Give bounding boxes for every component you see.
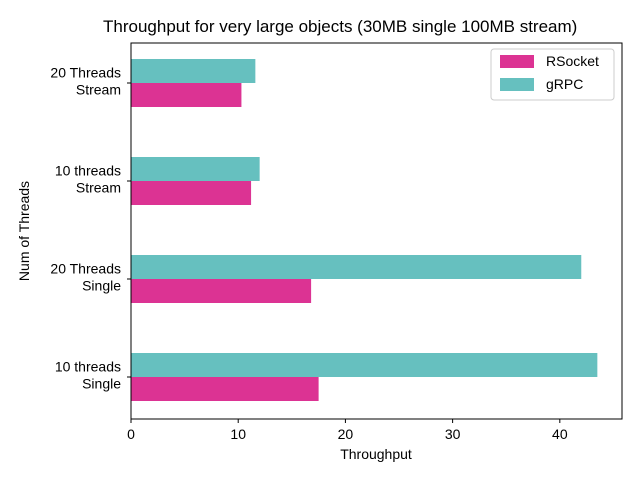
y-tick-label-0-1: Single [82, 376, 121, 392]
y-tick-label-2-1: Stream [76, 180, 121, 196]
legend-label-rsocket: RSocket [546, 53, 599, 69]
x-tick-label-4: 40 [552, 426, 568, 442]
y-tick-label-2-0: 10 threads [55, 163, 121, 179]
bar-grpc-2 [131, 157, 260, 181]
y-tick-label-1-0: 20 Threads [50, 261, 121, 277]
y-tick-label-1-1: Single [82, 278, 121, 294]
y-tick-label-3-1: Stream [76, 82, 121, 98]
chart-title: Throughput for very large objects (30MB … [103, 17, 577, 36]
bar-grpc-1 [131, 255, 582, 279]
bar-rsocket-1 [131, 279, 312, 303]
x-tick-label-3: 30 [445, 426, 461, 442]
legend-swatch-rsocket [500, 55, 534, 68]
y-tick-label-3-0: 20 Threads [50, 65, 121, 81]
plot-frame [130, 42, 623, 420]
x-axis-label: Throughput [340, 446, 412, 462]
x-axis: 0 10 20 30 40 [127, 419, 568, 442]
legend-swatch-grpc [500, 78, 534, 91]
legend: RSocket gRPC [490, 48, 615, 101]
x-tick-label-2: 20 [338, 426, 354, 442]
bar-rsocket-2 [131, 181, 252, 205]
legend-label-grpc: gRPC [546, 76, 583, 92]
bar-grpc-0 [131, 353, 598, 377]
y-tick-label-0-0: 10 threads [55, 359, 121, 375]
x-tick-label-0: 0 [127, 426, 135, 442]
x-tick-label-1: 10 [230, 426, 246, 442]
bars [131, 59, 598, 401]
y-axis-label: Num of Threads [16, 181, 32, 281]
bar-grpc-3 [131, 59, 256, 83]
bar-rsocket-3 [131, 83, 242, 107]
bar-rsocket-0 [131, 377, 319, 401]
